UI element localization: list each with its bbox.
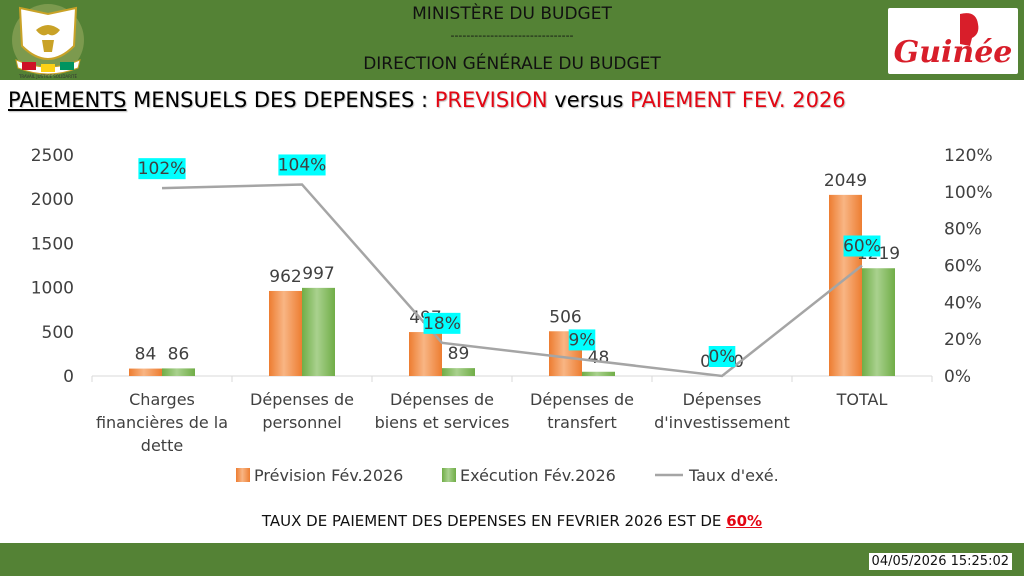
bar-execution bbox=[582, 371, 615, 376]
rate-label-bg bbox=[423, 312, 461, 334]
y-left-tick-label: 500 bbox=[42, 323, 74, 343]
rate-label: 18% bbox=[423, 314, 461, 334]
rate-label-bg bbox=[278, 154, 326, 176]
bar-execution bbox=[162, 368, 195, 376]
category-label: d'investissement bbox=[654, 413, 790, 432]
ministry-title: MINISTÈRE DU BUDGET bbox=[412, 4, 612, 24]
y-right-tick-label: 100% bbox=[944, 183, 993, 203]
rate-label-bg bbox=[138, 158, 186, 180]
title-part-1: PAIEMENTS bbox=[8, 88, 127, 112]
payment-rate-statement: TAUX DE PAIEMENT DES DEPENSES EN FEVRIER… bbox=[0, 512, 1024, 530]
header-separator: ------------------------------- bbox=[450, 29, 574, 42]
title-part-3: PREVISION bbox=[434, 88, 548, 112]
y-left-tick-label: 0 bbox=[63, 367, 74, 387]
legend-execution-swatch bbox=[442, 468, 456, 482]
payment-rate-value: 60% bbox=[726, 512, 763, 530]
bar-label-execution: 48 bbox=[588, 348, 610, 368]
y-right-tick-label: 80% bbox=[944, 220, 982, 240]
rate-label: 0% bbox=[709, 347, 736, 367]
header-bar: TRAVAIL JUSTICE SOLIDARITÉ MINISTÈRE DU … bbox=[0, 0, 1024, 80]
legend-execution-label: Exécution Fév.2026 bbox=[460, 466, 616, 485]
y-left-tick-label: 1000 bbox=[31, 279, 74, 299]
brand-name: Guinée bbox=[894, 35, 1013, 70]
crest-motto: TRAVAIL JUSTICE SOLIDARITÉ bbox=[18, 74, 78, 79]
timestamp: 04/05/2026 15:25:02 bbox=[868, 553, 1012, 570]
rate-label: 60% bbox=[843, 237, 881, 257]
coat-of-arms-icon: TRAVAIL JUSTICE SOLIDARITÉ bbox=[12, 4, 84, 79]
rate-label-bg bbox=[843, 235, 881, 257]
category-label: financières de la bbox=[96, 413, 228, 432]
bar-label-execution: 997 bbox=[302, 264, 334, 284]
rate-label: 104% bbox=[278, 155, 327, 175]
direction-title: DIRECTION GÉNÉRALE DU BUDGET bbox=[363, 54, 661, 74]
y-right-tick-label: 20% bbox=[944, 330, 982, 350]
bar-execution bbox=[862, 268, 895, 376]
rate-label-bg bbox=[708, 346, 736, 367]
title-part-2: MENSUELS DES DEPENSES : bbox=[126, 88, 435, 112]
legend-rate-label: Taux d'exé. bbox=[688, 466, 779, 485]
bar-label-prevision: 962 bbox=[269, 267, 301, 287]
payment-rate-text: TAUX DE PAIEMENT DES DEPENSES EN FEVRIER… bbox=[261, 512, 727, 530]
rate-label: 102% bbox=[138, 159, 187, 179]
y-left-tick-label: 1500 bbox=[31, 234, 74, 254]
title-part-4: versus bbox=[547, 88, 631, 112]
bar-prevision bbox=[409, 332, 442, 376]
guinee-logo: Guinée bbox=[888, 8, 1018, 74]
y-right-tick-label: 0% bbox=[944, 367, 971, 387]
head-icon: Guinée bbox=[894, 13, 1013, 70]
category-label: personnel bbox=[262, 413, 341, 432]
bar-label-execution: 86 bbox=[168, 344, 190, 364]
bar-prevision bbox=[269, 290, 302, 376]
bar-label-prevision: 506 bbox=[549, 307, 581, 327]
legend-prevision-swatch bbox=[236, 468, 250, 482]
bar-label-execution: 89 bbox=[448, 344, 470, 364]
bar-prevision bbox=[829, 194, 862, 376]
category-label: Dépenses de bbox=[390, 390, 494, 409]
bar-execution bbox=[302, 287, 335, 376]
y-left-tick-label: 2500 bbox=[31, 146, 74, 166]
title-part-5: PAIEMENT FEV. 2026 bbox=[630, 88, 846, 112]
category-label: biens et services bbox=[375, 413, 510, 432]
category-label: TOTAL bbox=[836, 390, 888, 409]
rate-line bbox=[161, 183, 863, 378]
legend-prevision-label: Prévision Fév.2026 bbox=[254, 466, 403, 485]
bar-prevision bbox=[129, 368, 162, 376]
bar-label-prevision: 0 bbox=[700, 352, 711, 372]
category-label: Dépenses bbox=[683, 390, 762, 409]
y-right-tick-label: 40% bbox=[944, 293, 982, 313]
budget-chart: 0 500 1000 1500 2000 2500 0% 20% 40% 60% 80% 100% 12… bbox=[31, 146, 993, 485]
category-label: Dépenses de bbox=[530, 390, 634, 409]
y-right-tick-label: 120% bbox=[944, 146, 993, 166]
y-right-tick-label: 60% bbox=[944, 257, 982, 277]
y-left-tick-label: 2000 bbox=[31, 190, 74, 210]
bar-label-prevision: 84 bbox=[135, 345, 157, 365]
bar-execution bbox=[442, 368, 475, 376]
category-label: Dépenses de bbox=[250, 390, 354, 409]
footer-bar: 04/05/2026 15:25:02 bbox=[0, 543, 1024, 576]
category-label: transfert bbox=[547, 413, 616, 432]
category-label: Charges bbox=[129, 390, 195, 409]
rate-label-bg bbox=[568, 329, 596, 351]
category-label: dette bbox=[141, 436, 183, 455]
bar-label-prevision: 2049 bbox=[824, 171, 867, 191]
page-title: PAIEMENTS MENSUELS DES DEPENSES : PREVIS… bbox=[8, 88, 846, 112]
rate-label: 9% bbox=[569, 330, 596, 350]
